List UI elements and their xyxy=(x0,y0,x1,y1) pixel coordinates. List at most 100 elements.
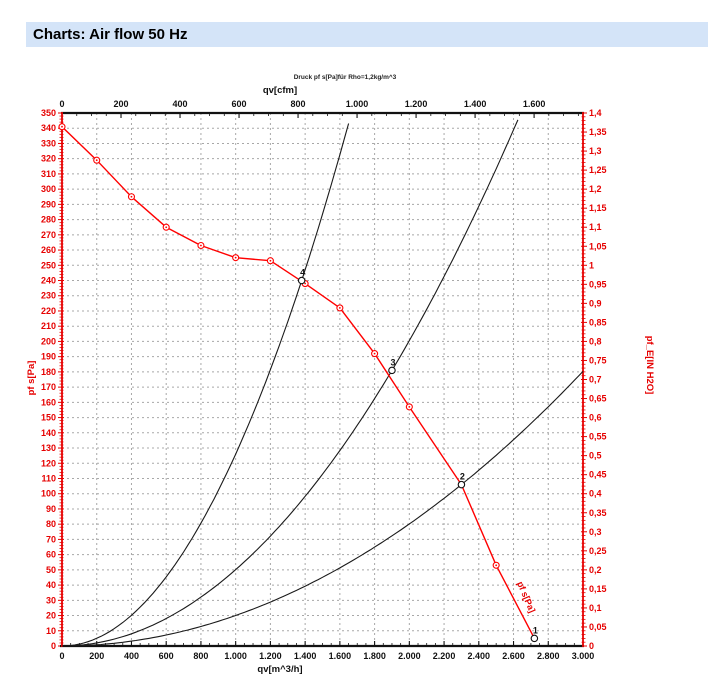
system-curve xyxy=(62,119,519,647)
top-tick-label: 600 xyxy=(232,99,247,109)
top-tick-label: 1.000 xyxy=(346,99,369,109)
left-tick-label: 250 xyxy=(41,260,56,270)
right-tick-label: 0,55 xyxy=(589,432,607,442)
generated-chart-layers: 0 200 400 600 800 1.000 1.200 1.400 1.600 1.800 2.… xyxy=(41,99,607,661)
left-tick-label: 10 xyxy=(46,626,56,636)
left-tick-label: 120 xyxy=(41,458,56,468)
top-tick-label: 1.600 xyxy=(523,99,546,109)
right-tick-label: 1,05 xyxy=(589,241,607,251)
right-tick-label: 0,65 xyxy=(589,394,607,404)
right-tick-label: 1,3 xyxy=(589,146,602,156)
right-tick-label: 0,9 xyxy=(589,298,602,308)
right-tick-label: 0,75 xyxy=(589,355,607,365)
left-tick-label: 240 xyxy=(41,276,56,286)
right-tick-label: 0,5 xyxy=(589,451,602,461)
left-tick-label: 310 xyxy=(41,169,56,179)
left-tick-label: 100 xyxy=(41,489,56,499)
left-tick-label: 90 xyxy=(46,504,56,514)
operating-point-label: 3 xyxy=(390,357,395,367)
right-tick-label: 0,7 xyxy=(589,375,602,385)
bottom-tick-label: 2.600 xyxy=(502,651,525,661)
bottom-tick-label: 1.000 xyxy=(224,651,247,661)
fan-data-marker-dot xyxy=(408,406,411,408)
fan-data-marker-dot xyxy=(304,282,307,285)
operating-point-marker xyxy=(388,366,396,375)
operating-points: 1 2 3 4 xyxy=(297,268,539,643)
right-tick-label: 0,45 xyxy=(589,470,607,480)
axis-layer xyxy=(60,111,584,648)
left-tick-label: 160 xyxy=(41,397,56,407)
fan-data-marker-dot xyxy=(495,564,498,567)
left-tick-label: 150 xyxy=(41,413,56,423)
bottom-tick-label: 2.200 xyxy=(433,651,456,661)
left-tick-label: 170 xyxy=(41,382,56,392)
left-tick-label: 190 xyxy=(41,352,56,362)
system-curve xyxy=(62,371,584,647)
left-tick-label: 0 xyxy=(51,641,56,651)
left-tick-label: 140 xyxy=(41,428,56,438)
system-curves xyxy=(61,119,584,647)
left-tick-label: 80 xyxy=(46,519,56,529)
right-tick-label: 0,4 xyxy=(589,489,602,499)
bottom-tick-label: 600 xyxy=(159,651,174,661)
bottom-tick-label: 1.400 xyxy=(294,651,317,661)
operating-point-marker xyxy=(297,276,306,285)
right-tick-label: 0,25 xyxy=(589,546,607,556)
right-tick-label: 0,8 xyxy=(589,336,602,346)
chart-subtitle: Druck pf s[Pa]für Rho=1,2kg/m^3 xyxy=(294,73,397,81)
left-tick-label: 20 xyxy=(46,611,56,621)
bottom-tick-label: 3.000 xyxy=(572,651,595,661)
top-tick-label: 1.400 xyxy=(464,99,487,109)
left-axis-title: pf s[Pa] xyxy=(26,361,37,396)
bottom-tick-label: 400 xyxy=(124,651,139,661)
fan-data-marker-dot xyxy=(95,159,98,162)
top-tick-label: 400 xyxy=(173,99,188,109)
bottom-tick-label: 1.800 xyxy=(363,651,386,661)
fan-data-marker-dot xyxy=(61,125,63,128)
left-tick-label: 50 xyxy=(46,565,56,575)
left-tick-label: 40 xyxy=(46,580,56,590)
bottom-tick-label: 200 xyxy=(89,651,104,661)
bottom-tick-label: 2.800 xyxy=(537,651,560,661)
fan-data-marker-dot xyxy=(130,195,133,198)
right-tick-label: 0,1 xyxy=(589,603,602,613)
left-tick-label: 280 xyxy=(41,215,56,225)
right-tick-label: 1,15 xyxy=(589,203,607,213)
right-tick-label: 1,4 xyxy=(589,108,602,118)
right-tick-label: 1,25 xyxy=(589,165,607,175)
left-tick-label: 60 xyxy=(46,550,56,560)
bottom-tick-label: 1.600 xyxy=(329,651,352,661)
fan-markers xyxy=(58,123,538,642)
left-tick-label: 320 xyxy=(41,154,56,164)
left-tick-label: 290 xyxy=(41,199,56,209)
bottom-axis-title: qv[m^3/h] xyxy=(257,664,302,675)
left-tick-label: 210 xyxy=(41,321,56,331)
left-tick-label: 220 xyxy=(41,306,56,316)
left-tick-label: 330 xyxy=(41,138,56,148)
top-tick-label: 1.200 xyxy=(405,99,428,109)
top-tick-label: 200 xyxy=(113,99,128,109)
bottom-tick-label: 2.400 xyxy=(468,651,491,661)
right-tick-label: 0,2 xyxy=(589,565,602,575)
left-tick-label: 300 xyxy=(41,184,56,194)
left-tick-label: 340 xyxy=(41,123,56,133)
operating-point-label: 2 xyxy=(460,472,465,482)
left-tick-label: 270 xyxy=(41,230,56,240)
right-tick-label: 0,35 xyxy=(589,508,607,518)
bottom-tick-label: 800 xyxy=(193,651,208,661)
bottom-tick-label: 1.200 xyxy=(259,651,282,661)
left-tick-label: 200 xyxy=(41,336,56,346)
right-tick-label: 0,6 xyxy=(589,413,602,423)
right-tick-label: 1,35 xyxy=(589,127,607,137)
left-tick-label: 230 xyxy=(41,291,56,301)
left-tick-label: 350 xyxy=(41,108,56,118)
right-tick-label: 0,95 xyxy=(589,279,607,289)
left-tick-label: 110 xyxy=(41,473,56,483)
right-tick-label: 0 xyxy=(589,641,594,651)
right-tick-label: 1,1 xyxy=(589,222,602,232)
right-tick-label: 0,15 xyxy=(589,584,607,594)
left-tick-label: 130 xyxy=(41,443,56,453)
fan-data-marker-dot xyxy=(234,256,237,259)
top-tick-label: 0 xyxy=(59,99,64,109)
